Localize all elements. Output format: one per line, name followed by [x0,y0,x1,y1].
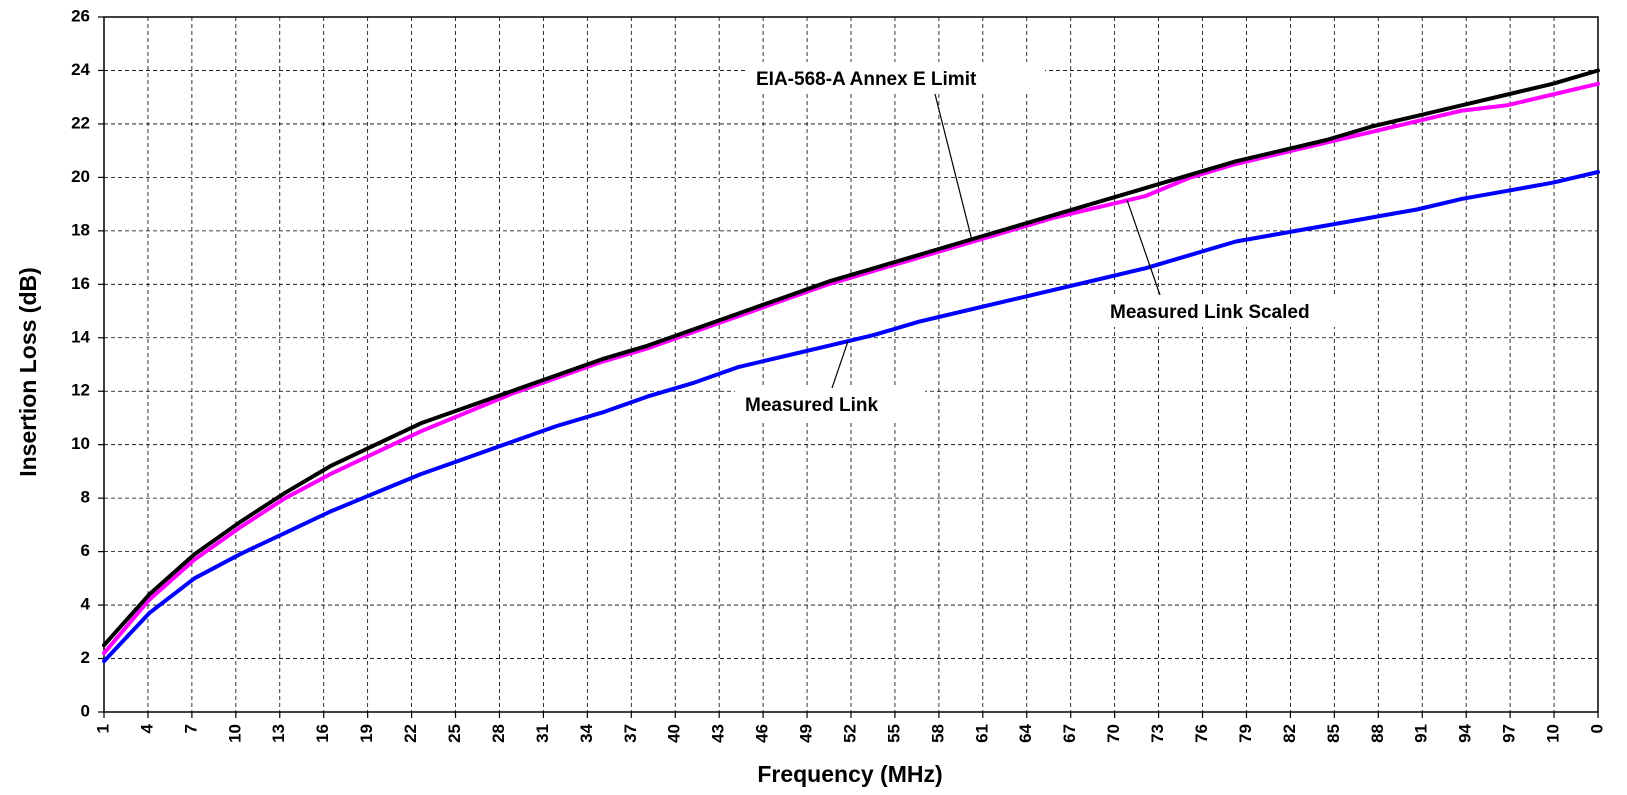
x-tick-label: 16 [313,724,332,743]
x-tick-label: 79 [1236,724,1255,743]
x-tick-label: 88 [1368,724,1387,743]
x-tick-label: 43 [709,724,728,743]
x-tick-label: 64 [1016,723,1035,742]
y-tick-label: 22 [71,113,90,132]
measured-link-leader-line [831,341,849,389]
x-tick-label: 49 [797,724,816,743]
x-tick-label: 25 [445,724,464,743]
measured-link-scaled-label: Measured Link Scaled [1110,302,1310,323]
axis-ticks: 1 4 7 10 13 16 19 22 25 28 31 34 37 40 43 46 49 52 55 58 61 6… [71,6,1606,742]
series-lines [102,68,1600,664]
x-tick-label: 73 [1148,724,1167,743]
x-tick-label: 82 [1280,724,1299,743]
y-tick-label: 26 [71,6,90,25]
y-tick-label: 20 [71,167,90,186]
y-tick-label: 16 [71,274,90,293]
annex-e-limit-line [102,68,1600,648]
y-tick-label: 4 [81,595,91,614]
x-axis-title: Frequency (MHz) [757,761,942,787]
x-tick-label: 0 [1587,724,1606,733]
measured-link-label: Measured Link [745,395,878,416]
measured-link-scaled-leader-line [1126,200,1161,296]
x-tick-label: 1 [93,724,112,733]
x-tick-label: 91 [1412,724,1431,743]
grid-lines [103,16,1599,713]
x-tick-label: 10 [1544,724,1563,743]
measured-link-scaled-label-bg [1100,295,1375,327]
y-tick-label: 12 [71,381,90,400]
x-tick-label: 7 [181,724,200,733]
annex-e-limit-label: EIA-568-A Annex E Limit [756,69,977,90]
y-tick-label: 18 [71,220,90,239]
y-tick-label: 8 [81,488,90,507]
x-tick-label: 28 [489,724,508,743]
x-tick-label: 4 [137,723,156,733]
annex-e-limit-label-bg [745,62,1045,94]
y-tick-label: 24 [71,60,90,79]
y-tick-label: 10 [71,434,90,453]
x-tick-label: 55 [884,724,903,743]
x-tick-label: 97 [1500,724,1519,743]
measured-link-scaled-line [102,81,1600,656]
y-axis-title: Insertion Loss (dB) [15,267,41,477]
y-tick-label: 6 [81,541,90,560]
x-tick-label: 13 [269,724,288,743]
x-tick-label: 61 [972,724,991,743]
x-tick-label: 67 [1060,724,1079,743]
x-tick-label: 22 [401,724,420,743]
x-tick-label: 37 [621,724,640,743]
y-tick-label: 0 [81,701,90,720]
x-tick-label: 19 [357,724,376,743]
measured-link-label-bg [735,388,925,420]
measured-link-line [102,170,1600,664]
x-tick-label: 70 [1104,724,1123,743]
x-tick-label: 10 [225,724,244,743]
x-tick-label: 31 [533,724,552,743]
x-tick-label: 40 [665,724,684,743]
x-tick-label: 85 [1324,724,1343,743]
x-tick-label: 76 [1192,724,1211,743]
x-tick-label: 46 [753,724,772,743]
x-tick-label: 58 [928,724,947,743]
x-tick-label: 94 [1456,723,1475,742]
annotations: EIA-568-A Annex E Limit Measured Link Sc… [735,62,1375,420]
x-tick-label: 34 [577,723,596,742]
x-tick-label: 52 [840,724,859,743]
y-tick-label: 14 [71,327,90,346]
y-tick-label: 2 [81,648,90,667]
annex-e-limit-leader-line [934,93,973,240]
